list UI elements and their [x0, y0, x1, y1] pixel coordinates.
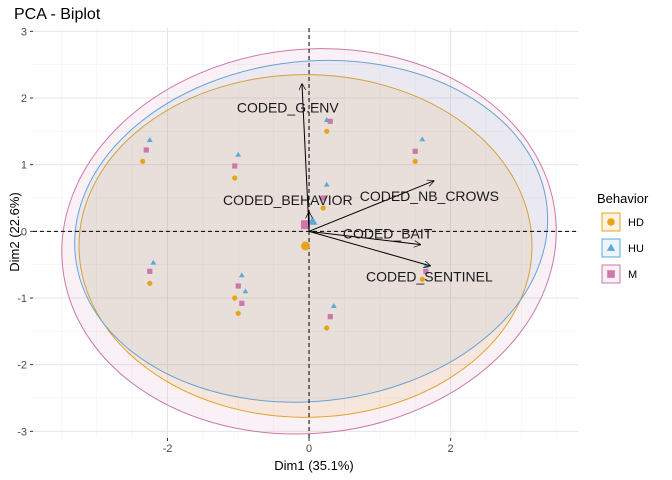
- variable-label: CODED_NB_CROWS: [360, 188, 499, 204]
- x-tick-label: -2: [163, 443, 173, 455]
- x-tick-label: 0: [306, 443, 312, 455]
- point-m: [232, 163, 238, 169]
- legend-marker-m: [607, 270, 615, 278]
- point-hu: [150, 259, 157, 265]
- point-hd: [140, 158, 146, 164]
- data-points: [140, 117, 429, 331]
- reference-lines: [33, 28, 578, 438]
- variable-label: CODED_BEHAVIOR: [223, 192, 353, 208]
- point-hd: [324, 325, 330, 331]
- y-tick-label: 1: [21, 160, 27, 172]
- point-m: [327, 314, 333, 320]
- variable-arrows: CODED_G.ENV CODED_BEHAVIOR CODED_NB_CROWS C…: [223, 83, 499, 285]
- point-m: [143, 147, 149, 153]
- y-tick-label: -2: [17, 360, 27, 372]
- point-hd: [147, 280, 153, 286]
- point-hd: [232, 175, 238, 181]
- y-tick-label: 3: [21, 26, 27, 38]
- point-m: [235, 283, 241, 289]
- point-hd: [412, 158, 418, 164]
- legend: Behavior HD HU M: [597, 191, 649, 284]
- point-hd: [324, 128, 330, 134]
- variable-label: CODED_SENTINEL: [366, 269, 493, 285]
- point-m: [412, 148, 418, 154]
- point-hd: [419, 276, 425, 282]
- centroid-hd: [301, 241, 310, 251]
- variable-arrow: [308, 181, 434, 232]
- chart-title: PCA - Biplot: [14, 6, 101, 23]
- variable-label: CODED_BAIT: [343, 225, 433, 241]
- legend-label-hu: HU: [628, 243, 644, 255]
- variable-arrow: [308, 230, 421, 244]
- centroid-m: [301, 220, 310, 230]
- y-tick-label: 2: [21, 93, 27, 105]
- point-m: [147, 268, 153, 274]
- y-tick-label: -1: [17, 293, 27, 305]
- legend-marker-hd: [607, 218, 615, 226]
- point-hu: [235, 151, 242, 157]
- point-hd: [235, 310, 241, 316]
- y-tick-label: 0: [21, 226, 27, 238]
- legend-title: Behavior: [597, 191, 649, 206]
- point-hu: [242, 288, 249, 294]
- variable-arrow: [302, 83, 310, 232]
- point-hd: [320, 205, 326, 211]
- point-m: [327, 118, 333, 124]
- point-m: [423, 268, 429, 274]
- point-hu: [238, 272, 245, 278]
- point-hu: [146, 137, 153, 142]
- point-hu: [419, 136, 426, 142]
- x-tick-label: 2: [448, 443, 454, 455]
- variable-label: CODED_G.ENV: [237, 99, 340, 115]
- y-axis-title: Dim2 (22.6%): [7, 192, 22, 271]
- x-axis-title: Dim1 (35.1%): [274, 458, 353, 473]
- centroid-hu: [307, 216, 318, 225]
- point-hu: [323, 181, 330, 187]
- legend-marker-hu: [606, 243, 616, 251]
- point-m: [239, 300, 245, 306]
- variable-arrow: [308, 230, 431, 266]
- legend-label-m: M: [628, 269, 637, 281]
- legend-label-hd: HD: [628, 217, 644, 229]
- point-hd: [232, 295, 238, 301]
- y-tick-label: -3: [17, 426, 27, 438]
- axis-ticks: -2 0 2 -3 -2 -1 0 1 2 3: [17, 26, 453, 455]
- grid: [33, 28, 578, 438]
- point-m: [320, 195, 326, 201]
- point-hu: [330, 303, 337, 308]
